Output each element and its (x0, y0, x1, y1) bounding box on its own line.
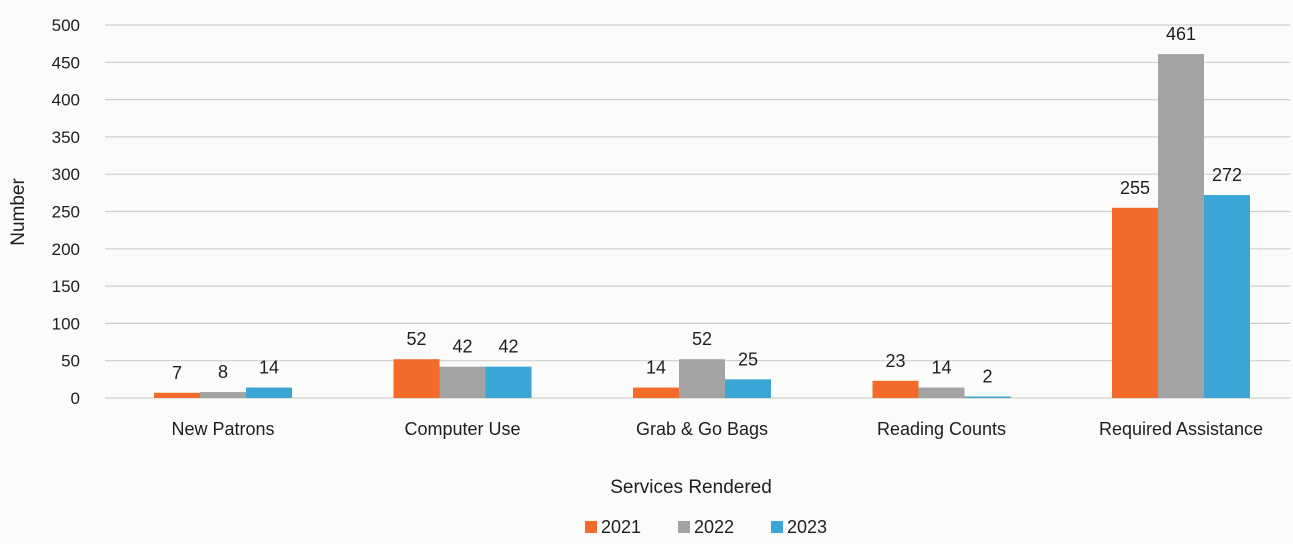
y-tick-label: 0 (71, 389, 80, 408)
bar-2023 (246, 388, 292, 398)
data-label: 8 (218, 362, 228, 382)
data-label: 52 (406, 329, 426, 349)
bar-2021 (633, 388, 679, 398)
data-label: 25 (738, 349, 758, 369)
x-category-label: New Patrons (171, 419, 274, 439)
y-axis-ticks: 0 50 100 150 200 250 300 350 400 450 500 (52, 16, 80, 408)
x-category-label: Computer Use (404, 419, 520, 439)
data-label: 42 (452, 337, 472, 357)
bar-2022 (1158, 54, 1204, 398)
bar-2021 (154, 393, 200, 398)
x-category-label: Grab & Go Bags (636, 419, 768, 439)
data-label: 42 (498, 337, 518, 357)
data-label: 14 (259, 358, 279, 378)
y-tick-label: 100 (52, 314, 80, 333)
bar-2021 (1112, 208, 1158, 398)
x-category-label: Required Assistance (1099, 419, 1263, 439)
legend-swatch-2021 (585, 521, 597, 533)
y-tick-label: 350 (52, 128, 80, 147)
bar-2022 (919, 388, 965, 398)
x-category-label: Reading Counts (877, 419, 1006, 439)
y-axis-title: Number (8, 178, 29, 246)
data-label: 52 (692, 329, 712, 349)
y-tick-label: 250 (52, 203, 80, 222)
y-tick-label: 300 (52, 165, 80, 184)
legend: 2021 2022 2023 (585, 517, 827, 537)
bar-2023 (725, 379, 771, 398)
bar-2021 (394, 359, 440, 398)
x-axis-categories: New Patrons Computer Use Grab & Go Bags Rea… (171, 419, 1263, 439)
data-label: 255 (1120, 178, 1150, 198)
legend-label: 2022 (694, 517, 734, 537)
bar-2022 (440, 367, 486, 398)
data-label: 7 (172, 363, 182, 383)
y-tick-label: 450 (52, 53, 80, 72)
data-label: 272 (1212, 165, 1242, 185)
data-label: 2 (982, 367, 992, 387)
bar-2022 (679, 359, 725, 398)
bar-2023 (1204, 195, 1250, 398)
legend-label: 2021 (601, 517, 641, 537)
bar-2023 (965, 397, 1011, 398)
data-label: 461 (1166, 24, 1196, 44)
y-tick-label: 500 (52, 16, 80, 35)
bar-2022 (200, 392, 246, 398)
data-label: 14 (931, 358, 951, 378)
legend-swatch-2023 (771, 521, 783, 533)
y-tick-label: 50 (61, 352, 80, 371)
bar-2023 (486, 367, 532, 398)
legend-label: 2023 (787, 517, 827, 537)
data-label: 14 (646, 358, 666, 378)
y-tick-label: 150 (52, 277, 80, 296)
data-labels: 7 8 14 52 42 42 14 52 25 23 14 2 255 461 272 (172, 24, 1242, 386)
y-tick-label: 400 (52, 91, 80, 110)
bar-2021 (873, 381, 919, 398)
y-tick-label: 200 (52, 240, 80, 259)
x-axis-title: Services Rendered (610, 477, 772, 498)
legend-swatch-2022 (678, 521, 690, 533)
data-label: 23 (885, 351, 905, 371)
